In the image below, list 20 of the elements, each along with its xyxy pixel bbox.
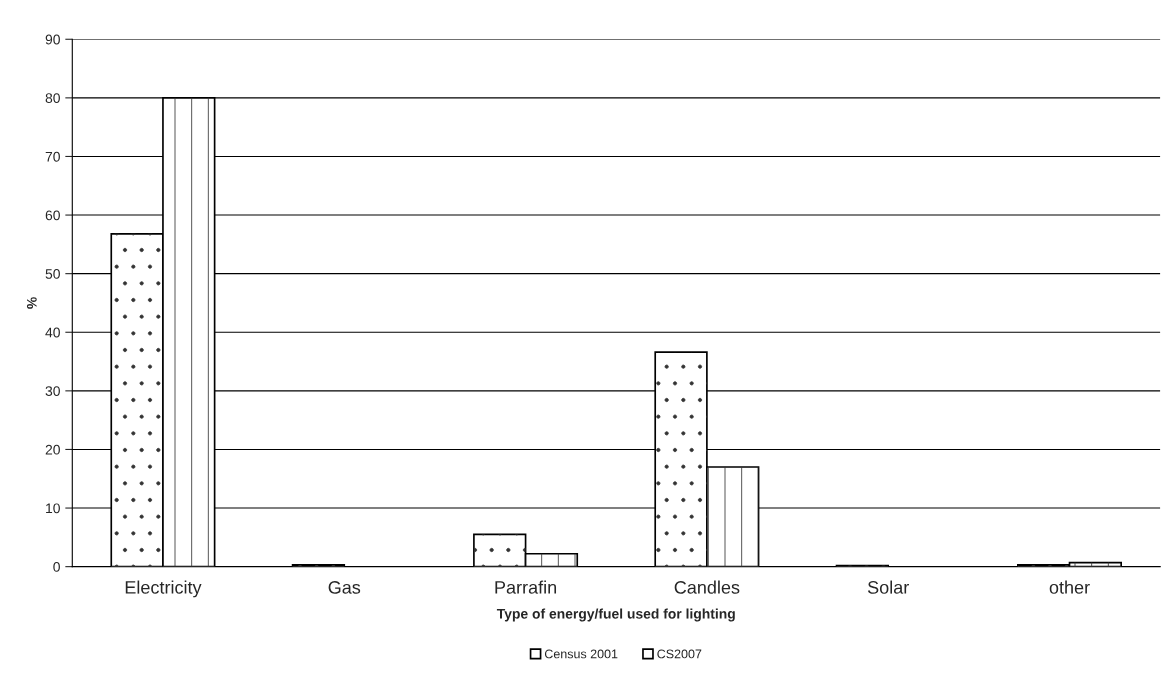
y-tick-label: 0 <box>53 561 60 572</box>
y-axis-title: % <box>26 297 37 309</box>
legend-label: Census 2001 <box>544 649 618 659</box>
x-tick-label: Candles <box>674 580 740 594</box>
y-tick-label: 10 <box>46 503 60 514</box>
y-tick-label: 80 <box>45 93 60 104</box>
x-tick-label: Electricity <box>125 580 202 598</box>
y-tick-label: 40 <box>45 327 60 338</box>
y-tick-label: 20 <box>45 444 60 455</box>
y-tick-label: 70 <box>45 151 60 162</box>
x-tick-label: Parrafin <box>495 580 557 594</box>
y-tick-label: 30 <box>45 386 60 397</box>
y-tick-label: 50 <box>45 268 60 279</box>
x-axis-title: Type of energy/fuel used for lighting <box>496 608 735 622</box>
x-tick-label: other <box>1049 580 1090 594</box>
x-tick-label: Gas <box>328 581 361 594</box>
y-tick-label: 60 <box>45 210 60 221</box>
x-tick-label: Solar <box>867 580 909 594</box>
y-tick-label: 90 <box>45 34 60 45</box>
legend-label: CS2007 <box>657 649 702 659</box>
